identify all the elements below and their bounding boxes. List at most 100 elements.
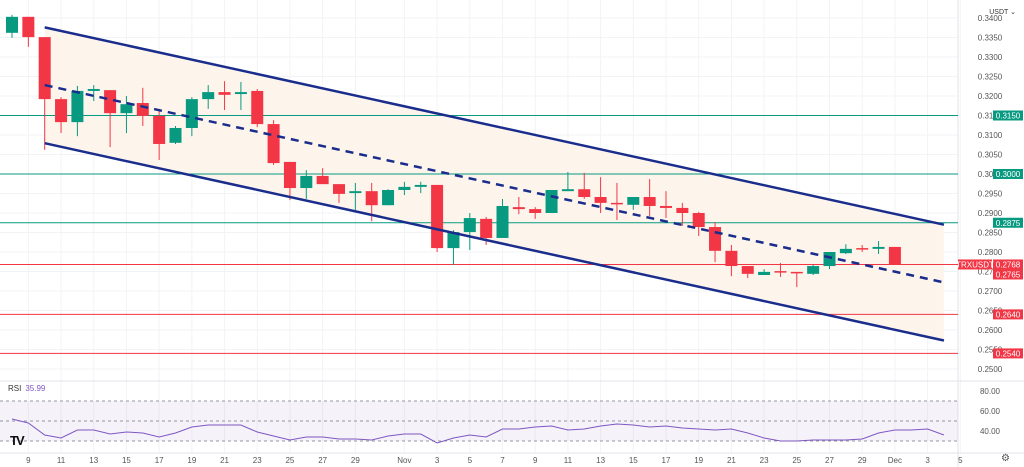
x-tick-label: 29 xyxy=(351,456,360,465)
candle xyxy=(627,197,640,210)
candle-body xyxy=(660,205,672,208)
candle-body xyxy=(234,92,247,95)
x-tick-label: 11 xyxy=(564,456,573,465)
candle-body xyxy=(692,213,705,228)
y-tick-label: 0.3100 xyxy=(978,131,1003,140)
level-label: 0.2875 xyxy=(996,219,1021,228)
candle-body xyxy=(120,104,133,114)
candle-body xyxy=(741,266,754,274)
y-tick-label: 0.3150 xyxy=(978,112,1003,121)
level-label: 0.3000 xyxy=(996,170,1021,179)
x-tick-label: 7 xyxy=(500,456,505,465)
candle xyxy=(71,85,84,137)
candle-body xyxy=(774,271,787,273)
candle xyxy=(218,81,231,111)
candle xyxy=(55,97,68,134)
symbol-label-bg xyxy=(958,259,992,270)
candle-body xyxy=(447,232,460,249)
channel-upper-line xyxy=(44,26,945,226)
candle-body xyxy=(790,271,803,274)
last-price-label: 0.2768 xyxy=(996,260,1021,269)
settings-gear-icon[interactable]: ⚙ xyxy=(1001,453,1010,464)
candle xyxy=(660,191,672,219)
candle-body xyxy=(6,16,18,33)
candle xyxy=(251,88,264,128)
level-label-bg xyxy=(993,217,1023,228)
candle xyxy=(120,96,133,134)
candle-body xyxy=(38,37,51,100)
candle xyxy=(561,172,574,192)
candle-body xyxy=(22,16,35,38)
candle-body xyxy=(87,88,100,91)
candle-body xyxy=(480,218,493,238)
currency-selector[interactable]: USDT ⌄ xyxy=(989,8,1016,16)
candle xyxy=(267,120,280,166)
candle-body xyxy=(202,92,215,100)
rsi-tick-label: 40.00 xyxy=(980,427,1001,436)
tradingview-logo[interactable]: TV xyxy=(10,433,25,448)
candle xyxy=(741,266,754,279)
candle-body xyxy=(300,175,313,189)
x-tick-label: 17 xyxy=(155,456,164,465)
candle xyxy=(496,198,509,238)
level-label-bg xyxy=(993,110,1023,121)
candle xyxy=(758,269,771,276)
candle xyxy=(447,230,460,265)
candle xyxy=(610,182,623,221)
candle-body xyxy=(431,184,444,249)
x-tick-label: 9 xyxy=(533,456,538,465)
candle-body xyxy=(382,189,395,206)
y-tick-label: 0.2700 xyxy=(978,287,1003,296)
candle-body xyxy=(365,191,378,206)
candle xyxy=(888,246,901,265)
level-label: 0.2640 xyxy=(996,310,1021,319)
candle-body xyxy=(888,246,901,265)
candle-body xyxy=(758,271,771,276)
candle xyxy=(6,14,18,38)
rsi-value: 35.99 xyxy=(25,384,46,393)
currency-label: USDT xyxy=(989,9,1009,16)
candle-body xyxy=(251,90,264,125)
candle xyxy=(545,189,558,213)
candle-body xyxy=(676,207,689,213)
candle xyxy=(725,244,738,277)
candle-body xyxy=(529,209,542,213)
candle xyxy=(38,37,51,150)
candle xyxy=(463,213,476,251)
candle-body xyxy=(185,99,198,128)
level-label-bg xyxy=(993,169,1023,179)
x-tick-label: 23 xyxy=(253,456,262,465)
x-tick-label: 3 xyxy=(435,456,440,465)
candle xyxy=(316,168,329,185)
y-tick-label: 0.2750 xyxy=(978,268,1003,277)
candle-body xyxy=(153,115,166,144)
candle xyxy=(234,81,247,111)
channel-fill xyxy=(44,27,944,341)
candle-body xyxy=(496,205,509,238)
candle xyxy=(431,184,444,252)
candle xyxy=(839,244,852,254)
x-tick-label: 27 xyxy=(825,456,834,465)
candle-body xyxy=(725,250,738,267)
candle xyxy=(104,90,117,148)
candle-body xyxy=(349,191,362,194)
candle-body xyxy=(643,197,656,206)
countdown-bg xyxy=(993,269,1023,280)
x-tick-label: 27 xyxy=(318,456,327,465)
candle xyxy=(774,262,787,277)
x-tick-label: 5 xyxy=(468,456,473,465)
candle xyxy=(692,211,705,237)
candle xyxy=(283,161,296,201)
candle xyxy=(398,181,411,196)
candle xyxy=(333,184,345,203)
x-tick-label: 25 xyxy=(792,456,801,465)
candle-body xyxy=(512,207,525,210)
candle xyxy=(414,181,427,194)
x-tick-label: 9 xyxy=(26,456,31,465)
level-label: 0.3150 xyxy=(996,112,1021,121)
candle-body xyxy=(610,202,623,205)
candle-body xyxy=(71,90,84,123)
x-tick-label: Dec xyxy=(888,456,902,465)
candle xyxy=(202,85,215,109)
